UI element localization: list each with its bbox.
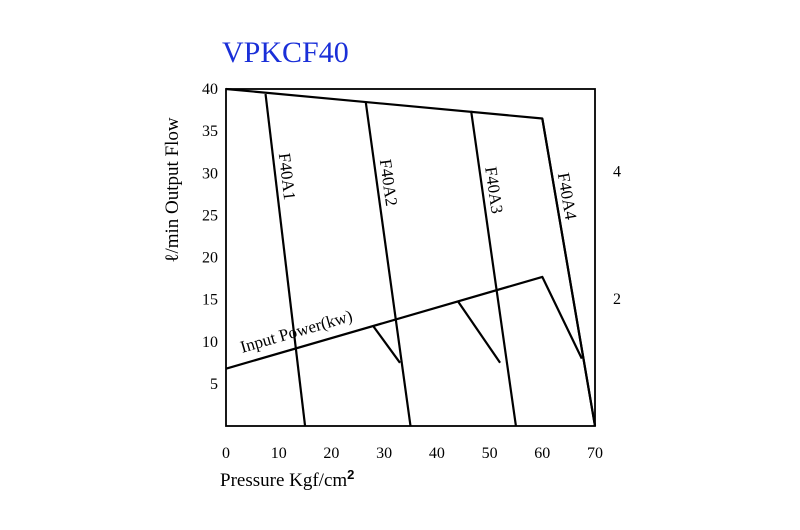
- plot-frame: [225, 88, 596, 427]
- y-tick-label: 20: [202, 250, 218, 267]
- y-tick-label: 15: [202, 292, 218, 309]
- max-flow-envelope-line: [225, 87, 597, 427]
- y-tick-label: 40: [202, 81, 218, 98]
- y-tick-label: 25: [202, 207, 218, 224]
- x-axis-label: Pressure Kgf/cm2: [220, 467, 354, 491]
- chart-title: VPKCF40: [222, 36, 349, 69]
- x-tick-label: 10: [271, 445, 287, 462]
- input-power-branch-1: [372, 325, 401, 364]
- x-tick-label: 60: [534, 445, 550, 462]
- input-power-line: [225, 275, 583, 370]
- series-line-f40a4: [541, 118, 597, 427]
- x-axis-label-superscript: 2: [347, 467, 354, 482]
- y2-tick-label: 2: [613, 291, 621, 308]
- x-tick-label: 40: [429, 445, 445, 462]
- x-tick-label: 30: [376, 445, 392, 462]
- input-power-branch-2: [456, 300, 502, 364]
- series-line-f40a2: [364, 101, 412, 427]
- series-line-f40a3: [470, 110, 518, 427]
- x-tick-label: 70: [587, 445, 603, 462]
- x-axis-label-text: Pressure Kgf/cm: [220, 470, 347, 491]
- axis-ticks: 0 10 20 30 40 50 60 70 5 10 15 20 25 30 35 40 2 4: [202, 81, 621, 462]
- x-tick-label: 50: [482, 445, 498, 462]
- x-tick-label: 20: [323, 445, 339, 462]
- y-tick-label: 10: [202, 334, 218, 351]
- y-tick-label: 35: [202, 123, 218, 140]
- series-line-f40a1: [264, 93, 307, 427]
- y-tick-label: 5: [210, 376, 218, 393]
- y-tick-label: 30: [202, 165, 218, 182]
- y-axis-label: ℓ/min Output Flow: [162, 117, 183, 263]
- y2-tick-label: 4: [613, 164, 621, 181]
- x-tick-label: 0: [222, 445, 230, 462]
